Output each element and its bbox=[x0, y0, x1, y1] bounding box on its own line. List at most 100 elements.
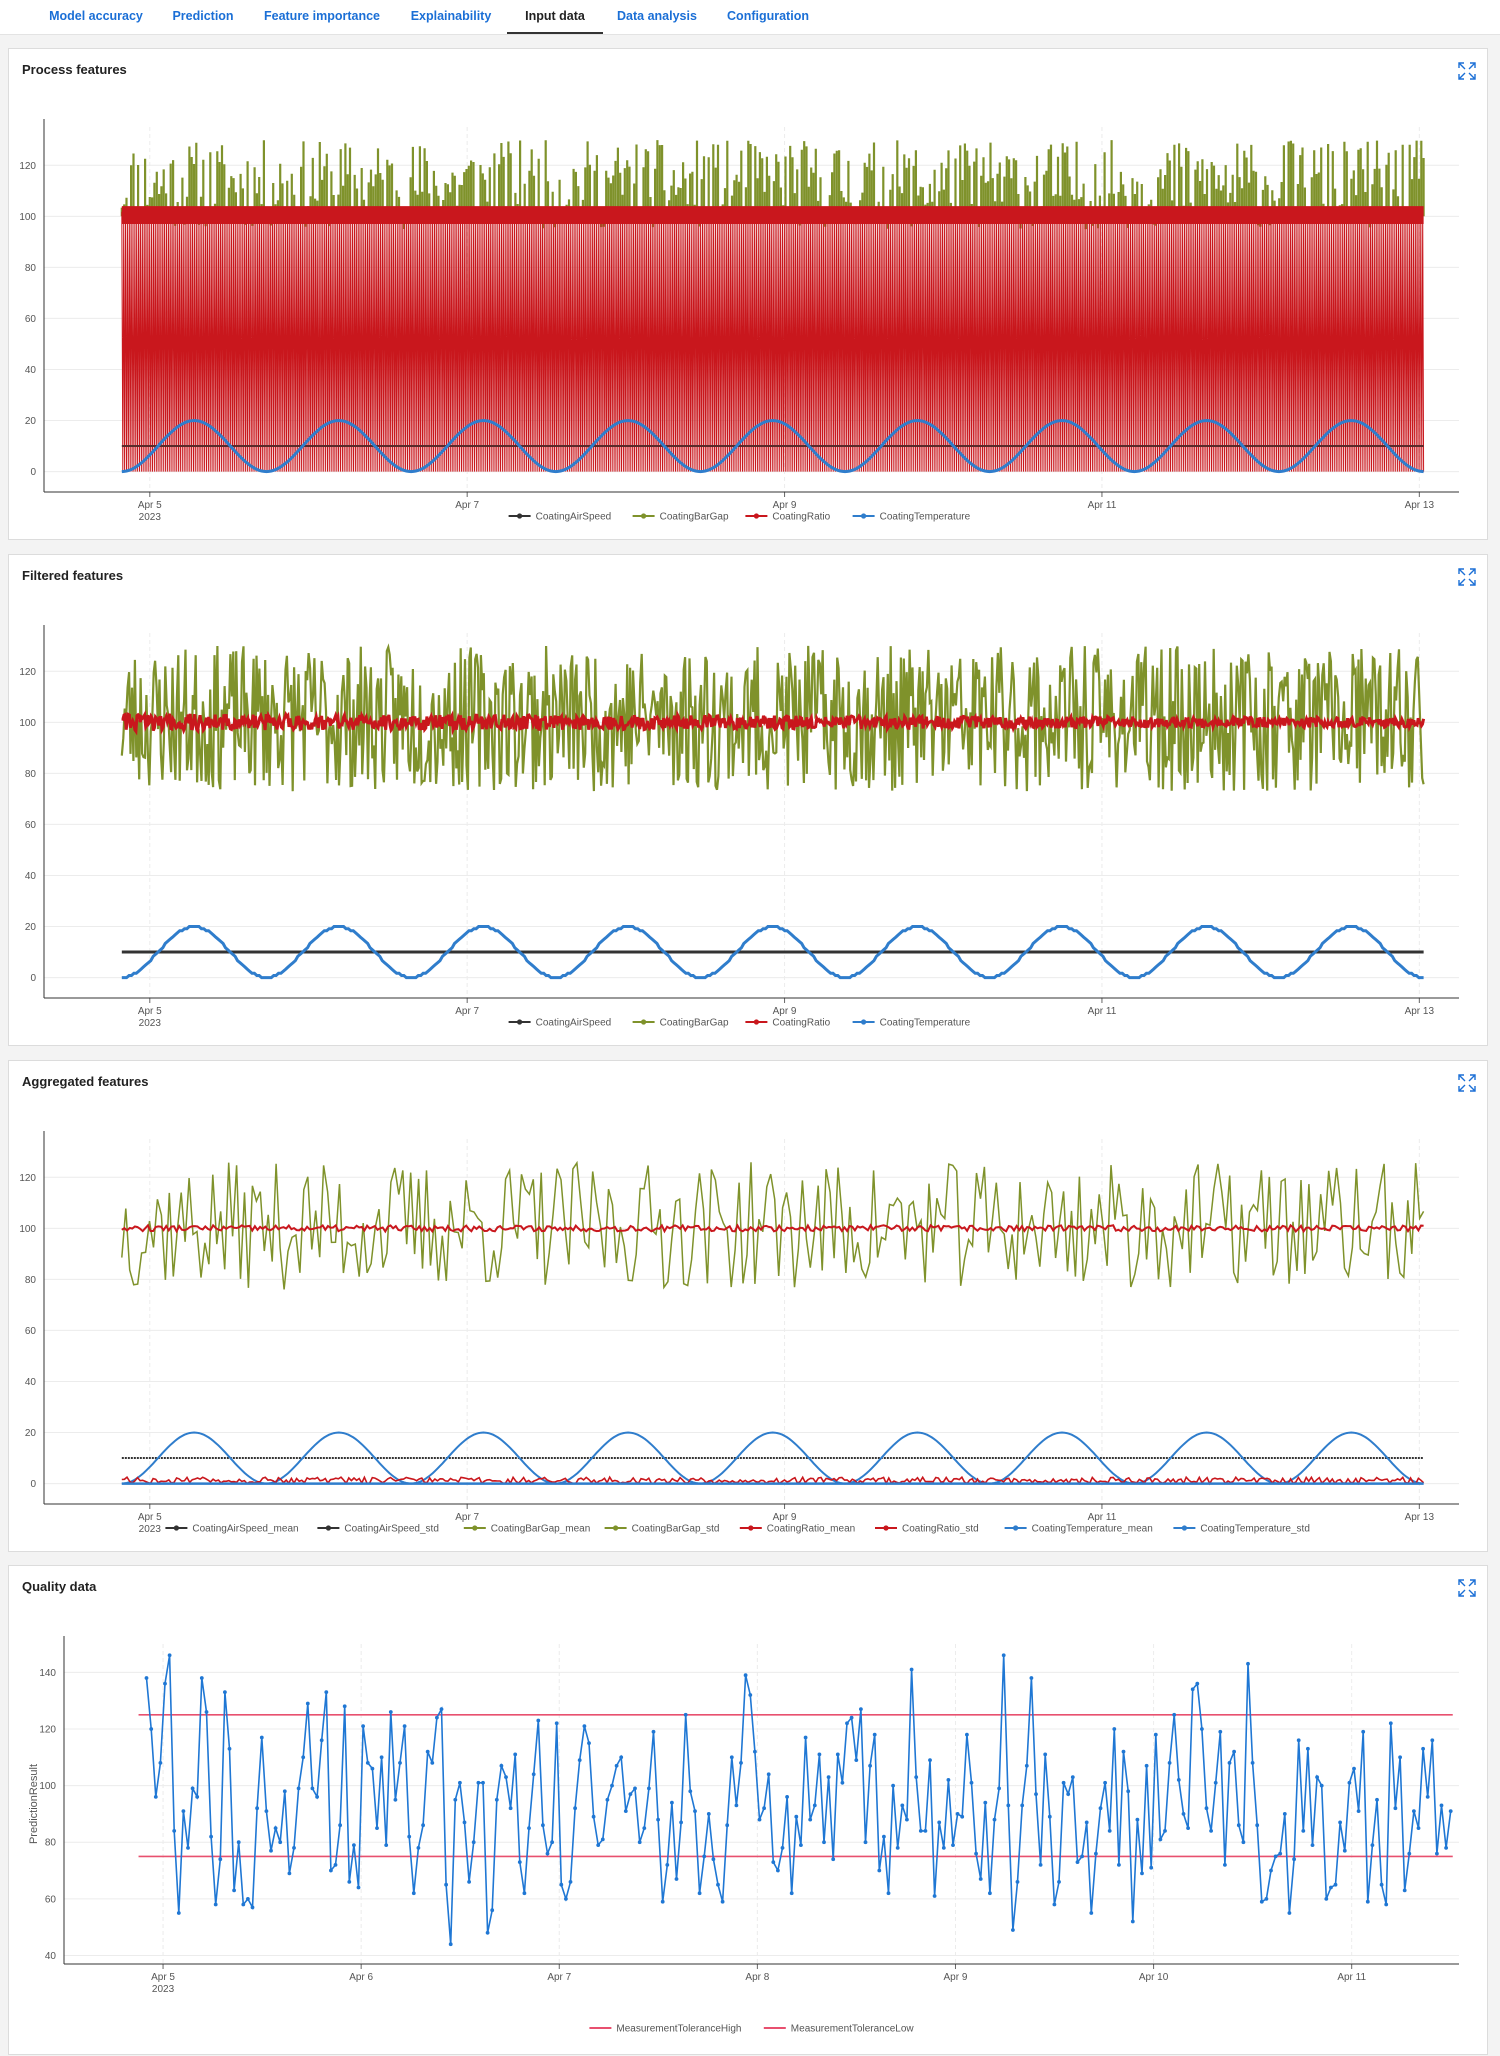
prediction-point bbox=[822, 1840, 826, 1845]
prediction-point bbox=[213, 1902, 218, 1907]
prediction-point bbox=[969, 1780, 974, 1785]
prediction-point bbox=[826, 1775, 831, 1779]
quality-data-panel: Quality data Apr 5 2023 Apr 6 Apr 7 Apr 8 Apr… bbox=[8, 1565, 1488, 2055]
prediction-point bbox=[1149, 1865, 1154, 1870]
prediction-point bbox=[458, 1780, 462, 1785]
y-tick-label: 100 bbox=[39, 1781, 56, 1792]
legend-label: CoatingBarGap bbox=[660, 1018, 729, 1029]
prediction-point bbox=[282, 1789, 287, 1794]
prediction-point bbox=[909, 1667, 914, 1672]
prediction-point bbox=[789, 1891, 794, 1896]
prediction-point bbox=[1015, 1880, 1020, 1884]
tab-prediction[interactable]: Prediction bbox=[172, 9, 234, 23]
prediction-point bbox=[485, 1930, 490, 1935]
prediction-point bbox=[1273, 1854, 1278, 1859]
prediction-point bbox=[923, 1829, 928, 1833]
y-axis-label: PredictionResult bbox=[28, 1764, 40, 1844]
legend-marker bbox=[173, 1525, 179, 1531]
tab-data-analysis[interactable]: Data analysis bbox=[617, 9, 697, 23]
prediction-point bbox=[895, 1846, 900, 1850]
prediction-point bbox=[960, 1814, 965, 1819]
prediction-point bbox=[531, 1772, 536, 1777]
prediction-point bbox=[1393, 1806, 1398, 1811]
prediction-point bbox=[988, 1891, 992, 1896]
legend-marker bbox=[641, 1019, 647, 1025]
prediction-point bbox=[1024, 1763, 1029, 1768]
prediction-point bbox=[232, 1888, 237, 1893]
tab-input-data[interactable]: Input data bbox=[507, 0, 603, 34]
prediction-point bbox=[946, 1778, 951, 1782]
y-tick-label: 40 bbox=[45, 1951, 57, 1962]
legend-label: CoatingAirSpeed bbox=[536, 1018, 612, 1029]
prediction-point bbox=[582, 1724, 587, 1728]
prediction-point bbox=[1319, 1783, 1324, 1788]
prediction-point bbox=[453, 1797, 458, 1802]
prediction-point bbox=[932, 1894, 937, 1898]
y-tick-label: 20 bbox=[25, 922, 37, 933]
prediction-point bbox=[683, 1712, 688, 1717]
prediction-point bbox=[974, 1851, 978, 1856]
prediction-point bbox=[1112, 1727, 1117, 1731]
legend-marker bbox=[861, 513, 867, 519]
prediction-point bbox=[1070, 1775, 1075, 1779]
prediction-point bbox=[711, 1857, 716, 1862]
prediction-point bbox=[517, 1860, 522, 1864]
prediction-point bbox=[1052, 1902, 1057, 1907]
process-features-panel: Process features Apr 5 2023 Apr 7 Apr 9 Apr … bbox=[8, 48, 1488, 540]
prediction-point bbox=[439, 1707, 444, 1711]
y-tick-label: 80 bbox=[45, 1838, 57, 1849]
legend-label: CoatingBarGap bbox=[660, 512, 729, 523]
prediction-point bbox=[1365, 1899, 1370, 1904]
prediction-point bbox=[310, 1786, 315, 1791]
expand-icon[interactable] bbox=[1457, 1578, 1477, 1598]
x-tick-label: Apr 10 bbox=[1139, 1972, 1169, 1983]
prediction-point bbox=[342, 1704, 347, 1709]
panel-title: Aggregated features bbox=[22, 1074, 149, 1089]
prediction-point bbox=[623, 1809, 628, 1813]
bargap-series bbox=[120, 643, 1425, 792]
legend-marker bbox=[641, 513, 647, 519]
legend-marker bbox=[883, 1525, 889, 1531]
prediction-point bbox=[1292, 1857, 1296, 1862]
expand-icon[interactable] bbox=[1457, 1073, 1477, 1093]
prediction-point bbox=[794, 1814, 799, 1819]
prediction-point bbox=[1006, 1803, 1011, 1808]
tab-model-accuracy[interactable]: Model accuracy bbox=[49, 9, 143, 23]
prediction-point bbox=[527, 1826, 531, 1830]
prediction-point bbox=[868, 1763, 872, 1768]
tab-feature-importance[interactable]: Feature importance bbox=[263, 9, 380, 23]
tab-explainability[interactable]: Explainability bbox=[410, 9, 492, 23]
y-tick-label: 100 bbox=[19, 718, 36, 729]
prediction-point bbox=[504, 1775, 508, 1779]
prediction-point bbox=[204, 1710, 209, 1714]
expand-icon[interactable] bbox=[1457, 61, 1477, 81]
prediction-point bbox=[1310, 1843, 1315, 1847]
prediction-point bbox=[642, 1826, 647, 1830]
prediction-point bbox=[1398, 1755, 1402, 1760]
prediction-point bbox=[435, 1715, 439, 1720]
prediction-point bbox=[716, 1882, 720, 1887]
legend-marker bbox=[517, 1019, 523, 1025]
prediction-point bbox=[1342, 1848, 1347, 1853]
prediction-point bbox=[1190, 1687, 1195, 1692]
prediction-point bbox=[186, 1846, 190, 1850]
prediction-point bbox=[462, 1820, 467, 1825]
legend-label: CoatingTemperature bbox=[880, 1018, 971, 1029]
prediction-point bbox=[333, 1863, 338, 1867]
prediction-point bbox=[835, 1752, 840, 1757]
legend-label: CoatingRatio_mean bbox=[767, 1524, 855, 1535]
prediction-point bbox=[1011, 1928, 1015, 1932]
legend-label: MeasurementToleranceLow bbox=[791, 2024, 915, 2035]
prediction-point bbox=[1444, 1846, 1448, 1850]
tab-configuration[interactable]: Configuration bbox=[727, 9, 809, 23]
prediction-point bbox=[1135, 1817, 1140, 1822]
prediction-point bbox=[144, 1676, 149, 1680]
prediction-point bbox=[605, 1797, 610, 1802]
prediction-point bbox=[780, 1846, 785, 1850]
prediction-point bbox=[545, 1851, 550, 1856]
legend-label: CoatingTemperature bbox=[880, 512, 971, 523]
expand-icon[interactable] bbox=[1457, 567, 1477, 587]
tab-bar: Model accuracy Prediction Feature import… bbox=[0, 0, 1500, 35]
prediction-point bbox=[361, 1724, 365, 1728]
